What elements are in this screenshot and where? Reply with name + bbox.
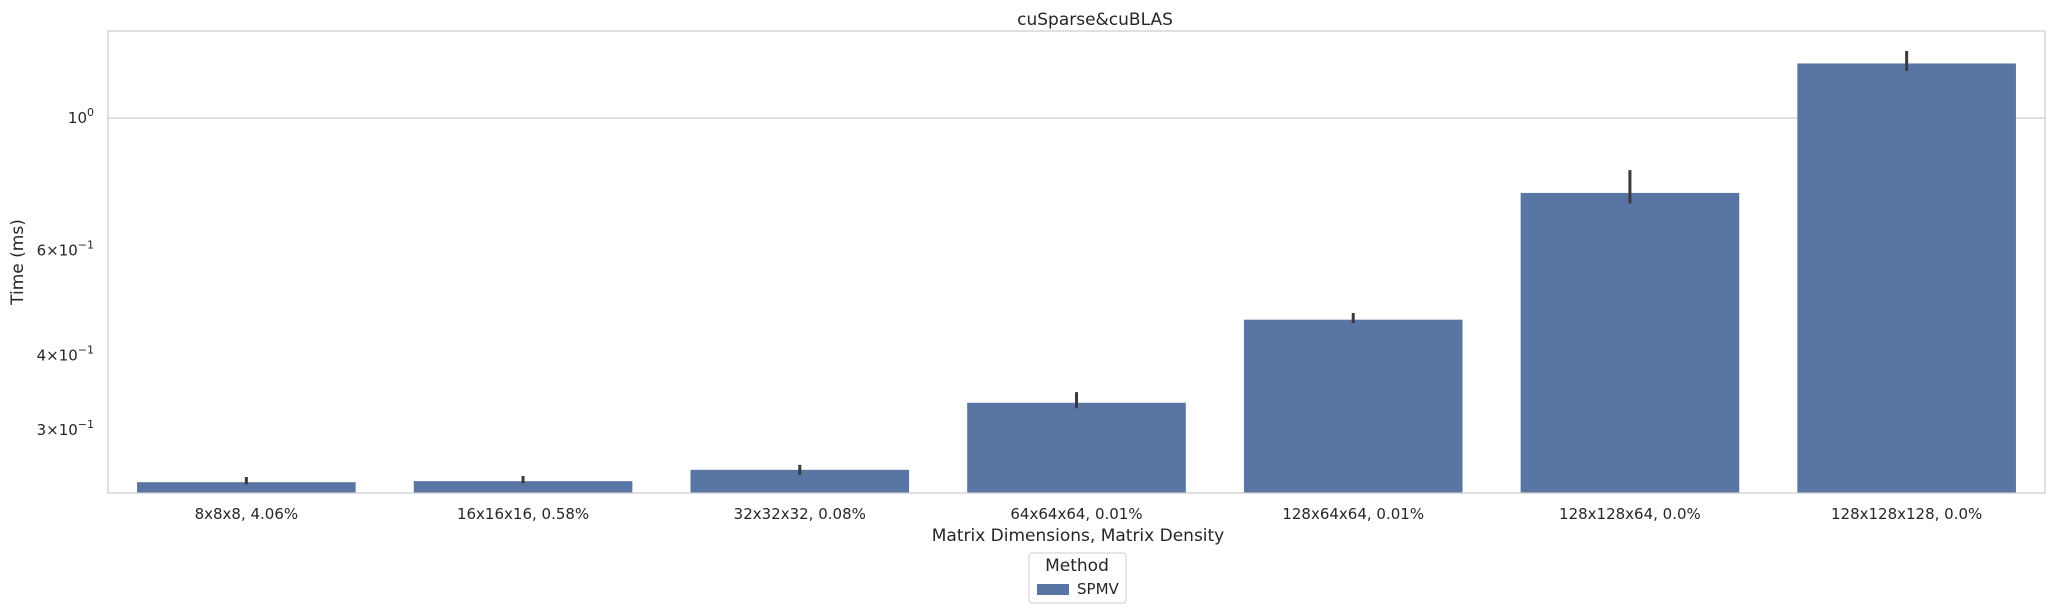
x-tick-labels: 8x8x8, 4.06% 16x16x16, 0.58% 32x32x32, 0.0…: [195, 505, 1983, 523]
y-tick-exponent: −1: [78, 343, 94, 356]
y-tick-label: 4×10−1: [37, 343, 94, 364]
error-bars: [244, 50, 1909, 485]
bar: [1243, 319, 1463, 493]
x-tick-label: 16x16x16, 0.58%: [457, 505, 589, 523]
legend-swatch-spmv: [1037, 584, 1069, 595]
chart-title: cuSparse&cuBLAS: [1017, 10, 1173, 30]
x-tick-label: 8x8x8, 4.06%: [195, 505, 299, 523]
y-tick-exponent: 0: [87, 106, 94, 119]
y-tick-label: 3×10−1: [37, 418, 94, 439]
bar: [690, 469, 910, 493]
y-tick-base: 3×10: [37, 421, 78, 439]
y-tick-base: 10: [68, 109, 87, 127]
bar: [1520, 192, 1740, 493]
y-tick-exponent: −1: [78, 238, 94, 251]
x-tick-label: 128x128x64, 0.0%: [1559, 505, 1701, 523]
legend-label-spmv: SPMV: [1077, 580, 1120, 598]
x-tick-label: 64x64x64, 0.01%: [1010, 505, 1142, 523]
y-tick-label: 6×10−1: [37, 238, 94, 259]
bars: [137, 63, 2016, 493]
y-tick-label: 100: [68, 106, 94, 127]
y-axis-label: Time (ms): [8, 219, 28, 306]
x-tick-label: 128x64x64, 0.01%: [1282, 505, 1424, 523]
y-tick-base: 4×10: [37, 346, 78, 364]
x-tick-label: 128x128x128, 0.0%: [1831, 505, 1982, 523]
bar: [1797, 63, 2016, 493]
legend: Method SPMV: [1028, 552, 1127, 604]
y-tick-base: 6×10: [37, 241, 78, 259]
bar: [967, 402, 1186, 493]
x-axis-label: Matrix Dimensions, Matrix Density: [932, 526, 1225, 546]
plot-frame: [107, 30, 2046, 494]
legend-title: Method: [1045, 556, 1109, 576]
bar: [413, 481, 633, 493]
x-tick-label: 32x32x32, 0.08%: [734, 505, 866, 523]
y-tick-exponent: −1: [78, 418, 94, 431]
bar: [137, 482, 356, 493]
